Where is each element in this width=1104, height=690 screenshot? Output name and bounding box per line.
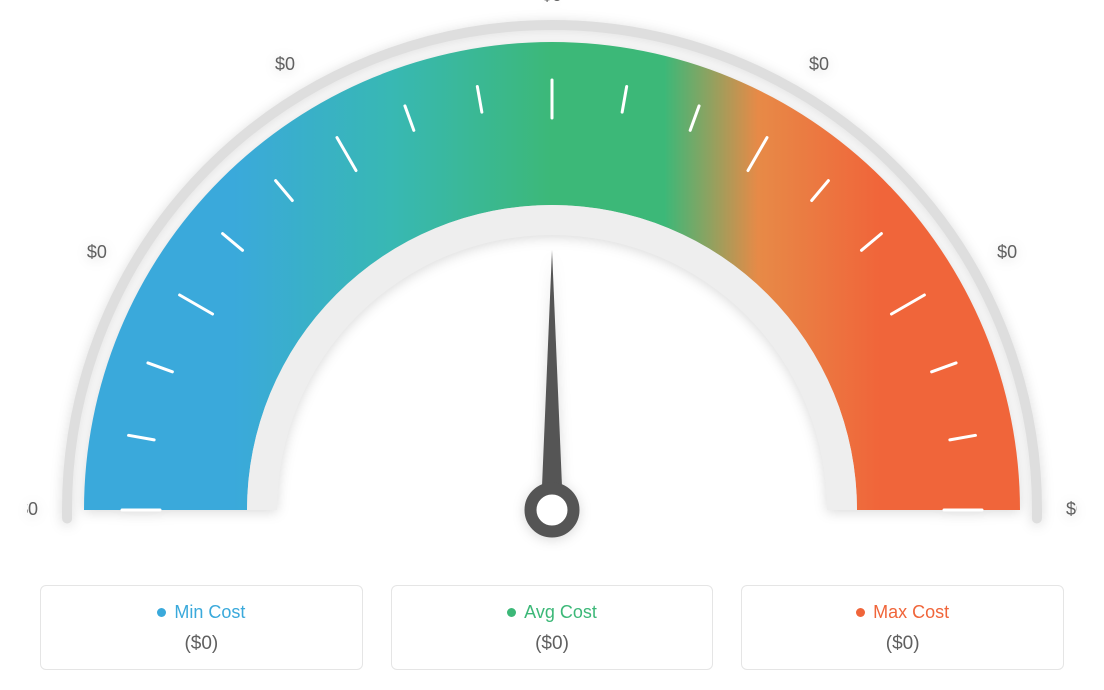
- svg-text:$0: $0: [87, 242, 107, 262]
- max-cost-label-row: Max Cost: [752, 602, 1053, 623]
- min-cost-box: Min Cost ($0): [40, 585, 363, 670]
- svg-text:$0: $0: [27, 499, 38, 519]
- gauge-svg: $0 $0 $0 $0 $0 $0 $0: [27, 0, 1077, 570]
- min-cost-value: ($0): [51, 633, 352, 655]
- svg-text:$0: $0: [542, 0, 562, 5]
- max-cost-value: ($0): [752, 633, 1053, 655]
- svg-text:$0: $0: [275, 54, 295, 74]
- avg-cost-label: Avg Cost: [524, 602, 597, 623]
- min-cost-label-row: Min Cost: [51, 602, 352, 623]
- svg-text:$0: $0: [1066, 499, 1077, 519]
- max-cost-dot: [856, 608, 865, 617]
- avg-cost-box: Avg Cost ($0): [391, 585, 714, 670]
- gauge-chart: $0 $0 $0 $0 $0 $0 $0: [27, 0, 1077, 570]
- avg-cost-value: ($0): [402, 633, 703, 655]
- avg-cost-label-row: Avg Cost: [402, 602, 703, 623]
- cost-legend-row: Min Cost ($0) Avg Cost ($0) Max Cost ($0…: [40, 585, 1064, 670]
- svg-text:$0: $0: [997, 242, 1017, 262]
- max-cost-box: Max Cost ($0): [741, 585, 1064, 670]
- avg-cost-dot: [507, 608, 516, 617]
- svg-text:$0: $0: [809, 54, 829, 74]
- min-cost-dot: [157, 608, 166, 617]
- min-cost-label: Min Cost: [174, 602, 245, 623]
- max-cost-label: Max Cost: [873, 602, 949, 623]
